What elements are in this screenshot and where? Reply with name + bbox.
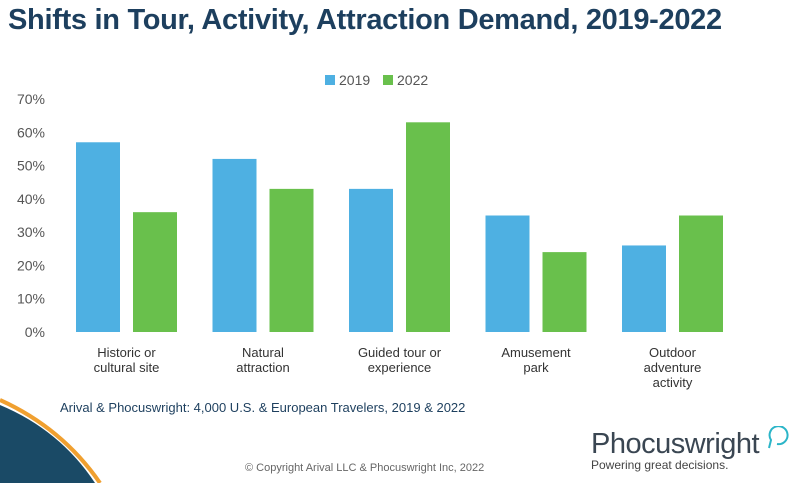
- legend-label-2019: 2019: [339, 72, 370, 88]
- x-tick-label: Guided tour or: [358, 345, 442, 360]
- logo-tagline: Powering great decisions.: [591, 458, 729, 472]
- decorative-arc: [0, 398, 102, 483]
- chart-title: Shifts in Tour, Activity, Attraction Dem…: [8, 4, 722, 36]
- x-tick-label: Outdoor: [649, 345, 697, 360]
- copyright: © Copyright Arival LLC & Phocuswright In…: [245, 462, 485, 474]
- x-tick-label: adventure: [644, 360, 702, 375]
- bar-2019: [349, 188, 393, 332]
- y-tick-label: 20%: [17, 257, 45, 273]
- legend-label-2022: 2022: [397, 72, 428, 88]
- x-tick-label: Natural: [242, 345, 284, 360]
- bar-2022: [133, 212, 177, 332]
- y-tick-label: 10%: [17, 291, 45, 307]
- y-tick-label: 60%: [17, 124, 45, 140]
- legend-swatch-2019: [325, 75, 335, 85]
- phocuswright-logo: Phocuswright Powering great decisions.: [591, 426, 789, 472]
- y-tick-label: 40%: [17, 191, 45, 207]
- speech-bubble-icon: [768, 426, 789, 449]
- x-tick-label: park: [523, 360, 549, 375]
- bar-2019: [485, 215, 530, 332]
- bar-2022: [542, 252, 587, 332]
- x-tick-label: attraction: [236, 360, 289, 375]
- bar-2022: [406, 122, 450, 332]
- y-tick-label: 30%: [17, 224, 45, 240]
- y-tick-label: 0%: [25, 324, 45, 340]
- bar-2019: [622, 245, 666, 332]
- bar-2022: [269, 188, 314, 332]
- bar-2019: [76, 142, 120, 332]
- x-tick-label: Amusement: [501, 345, 571, 360]
- legend-swatch-2022: [383, 75, 393, 85]
- y-tick-label: 70%: [17, 91, 45, 107]
- x-tick-label: activity: [653, 375, 693, 390]
- bar-2019: [212, 158, 257, 332]
- source-note: Arival & Phocuswright: 4,000 U.S. & Euro…: [60, 400, 466, 415]
- bar-2022: [679, 215, 723, 332]
- x-tick-label: experience: [368, 360, 432, 375]
- x-tick-label: cultural site: [94, 360, 160, 375]
- bar-chart: 0% 10% 20% 30% 40% 50% 60% 70% Historic orcultur…: [17, 72, 723, 390]
- y-tick-label: 50%: [17, 158, 45, 174]
- x-tick-label: Historic or: [97, 345, 156, 360]
- logo-name: Phocuswright: [591, 428, 760, 460]
